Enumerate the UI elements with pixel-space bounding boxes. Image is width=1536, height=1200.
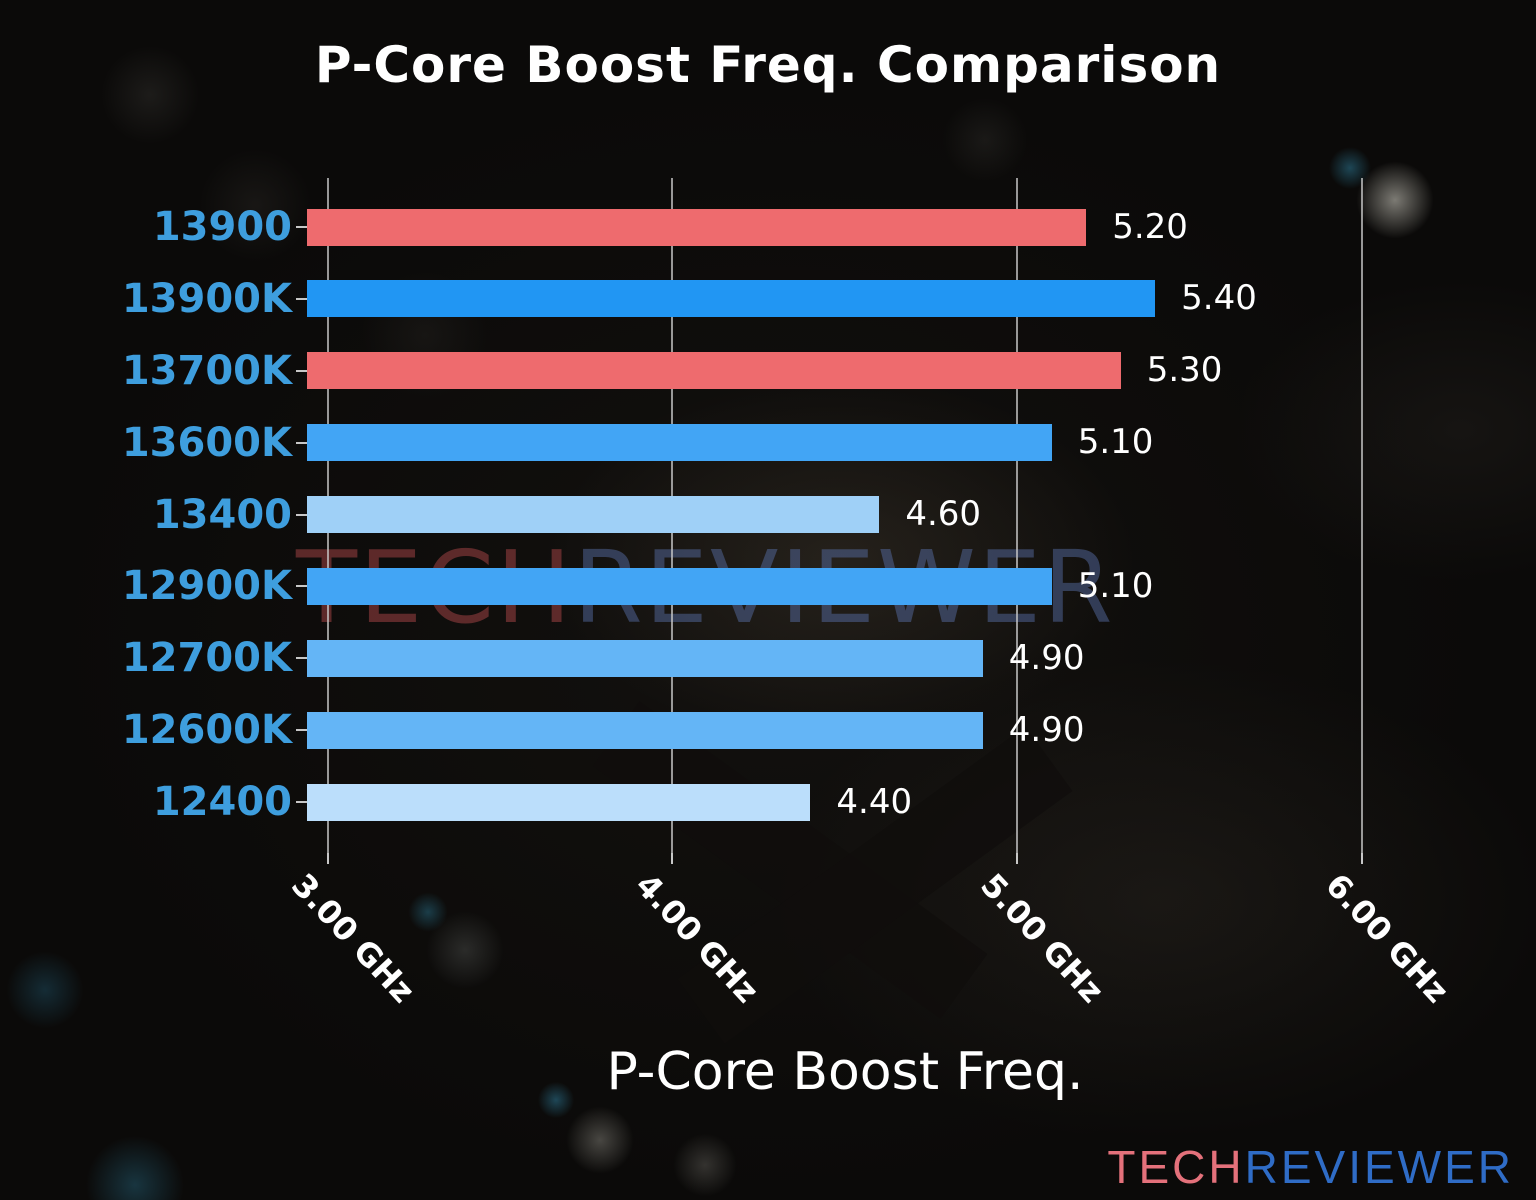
gridline bbox=[1361, 178, 1364, 853]
brand-logo-reviewer: REVIEWER bbox=[1244, 1141, 1514, 1193]
y-tick bbox=[296, 513, 307, 516]
bar-value-label: 5.30 bbox=[1146, 350, 1223, 391]
bar-value-label: 5.10 bbox=[1077, 422, 1154, 463]
bar bbox=[307, 352, 1121, 390]
x-tick bbox=[671, 853, 674, 864]
category-label: 13700K bbox=[121, 347, 292, 394]
y-tick bbox=[296, 657, 307, 660]
bar bbox=[307, 496, 880, 533]
bar bbox=[307, 280, 1156, 318]
x-tick bbox=[1016, 853, 1019, 864]
bar-value-label: 5.40 bbox=[1181, 278, 1257, 319]
x-tick bbox=[326, 853, 329, 864]
category-label: 13400 bbox=[152, 491, 292, 538]
y-tick bbox=[296, 801, 307, 803]
bar bbox=[307, 711, 983, 749]
y-tick bbox=[296, 441, 307, 444]
bar bbox=[307, 639, 983, 677]
bar bbox=[307, 208, 1087, 246]
bar bbox=[307, 783, 811, 821]
y-tick bbox=[296, 369, 307, 372]
bar-value-label: 4.60 bbox=[905, 494, 982, 534]
bar-value-label: 4.40 bbox=[836, 781, 913, 822]
bar-value-label: 4.90 bbox=[1008, 637, 1085, 678]
bar bbox=[307, 424, 1052, 462]
bar-value-label: 5.10 bbox=[1077, 565, 1154, 606]
y-tick bbox=[296, 729, 307, 732]
brand-logo-tech: TECH bbox=[1107, 1141, 1245, 1193]
gridline bbox=[1016, 178, 1019, 853]
category-label: 12400 bbox=[152, 779, 292, 825]
category-label: 13900K bbox=[121, 275, 292, 322]
y-tick bbox=[296, 226, 307, 228]
chart-title: P-Core Boost Freq. Comparison bbox=[314, 36, 1222, 94]
bar-value-label: 4.90 bbox=[1008, 709, 1085, 750]
y-tick bbox=[296, 585, 307, 588]
x-axis-label: P-Core Boost Freq. bbox=[606, 1042, 1084, 1102]
bar bbox=[307, 567, 1052, 605]
y-tick bbox=[296, 297, 307, 300]
plot-area: 5.20 5.40 5.30 5.10 4.60 5.10 4.90 4.90 4.40 bbox=[307, 178, 1431, 853]
category-label: 12600K bbox=[121, 707, 292, 754]
brand-logo: TECHREVIEWER bbox=[1107, 1140, 1514, 1194]
bar-value-label: 5.20 bbox=[1112, 206, 1188, 247]
category-label: 12700K bbox=[121, 635, 292, 682]
category-label: 13900 bbox=[152, 204, 292, 250]
category-label: 13600K bbox=[121, 419, 292, 466]
x-tick bbox=[1361, 853, 1364, 864]
category-label: 12900K bbox=[121, 563, 292, 610]
